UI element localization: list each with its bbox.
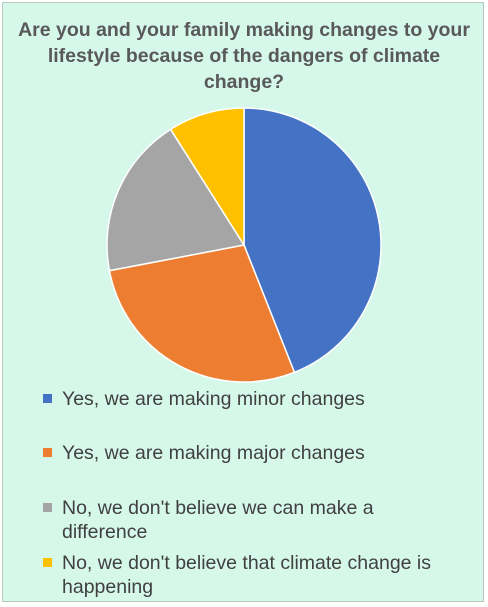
legend-swatch-not-happening [43, 558, 52, 567]
legend-label-major: Yes, we are making major changes [62, 442, 365, 464]
legend-item-not-happening: No, we don't believe that climate change… [43, 551, 453, 599]
chart-area: Are you and your family making changes t… [2, 2, 484, 602]
pie-slice-minor [243, 107, 382, 374]
pie-slice-major [108, 244, 296, 383]
legend-item-no-difference: No, we don't believe we can make a diffe… [43, 496, 453, 544]
legend-swatch-minor [43, 394, 52, 403]
legend-label-no-difference: No, we don't believe we can make a diffe… [62, 497, 374, 543]
legend-item-minor: Yes, we are making minor changes [43, 387, 453, 411]
legend-label-not-happening: No, we don't believe that climate change… [62, 552, 432, 598]
legend-label-minor: Yes, we are making minor changes [62, 388, 365, 410]
pie-chart [106, 107, 382, 383]
pie-slice-not-happening [169, 107, 245, 246]
pie-slice-no-difference [106, 128, 245, 272]
chart-title: Are you and your family making changes t… [18, 19, 470, 93]
legend-swatch-major [43, 448, 52, 457]
legend-item-major: Yes, we are making major changes [43, 441, 453, 465]
legend-swatch-no-difference [43, 503, 52, 512]
